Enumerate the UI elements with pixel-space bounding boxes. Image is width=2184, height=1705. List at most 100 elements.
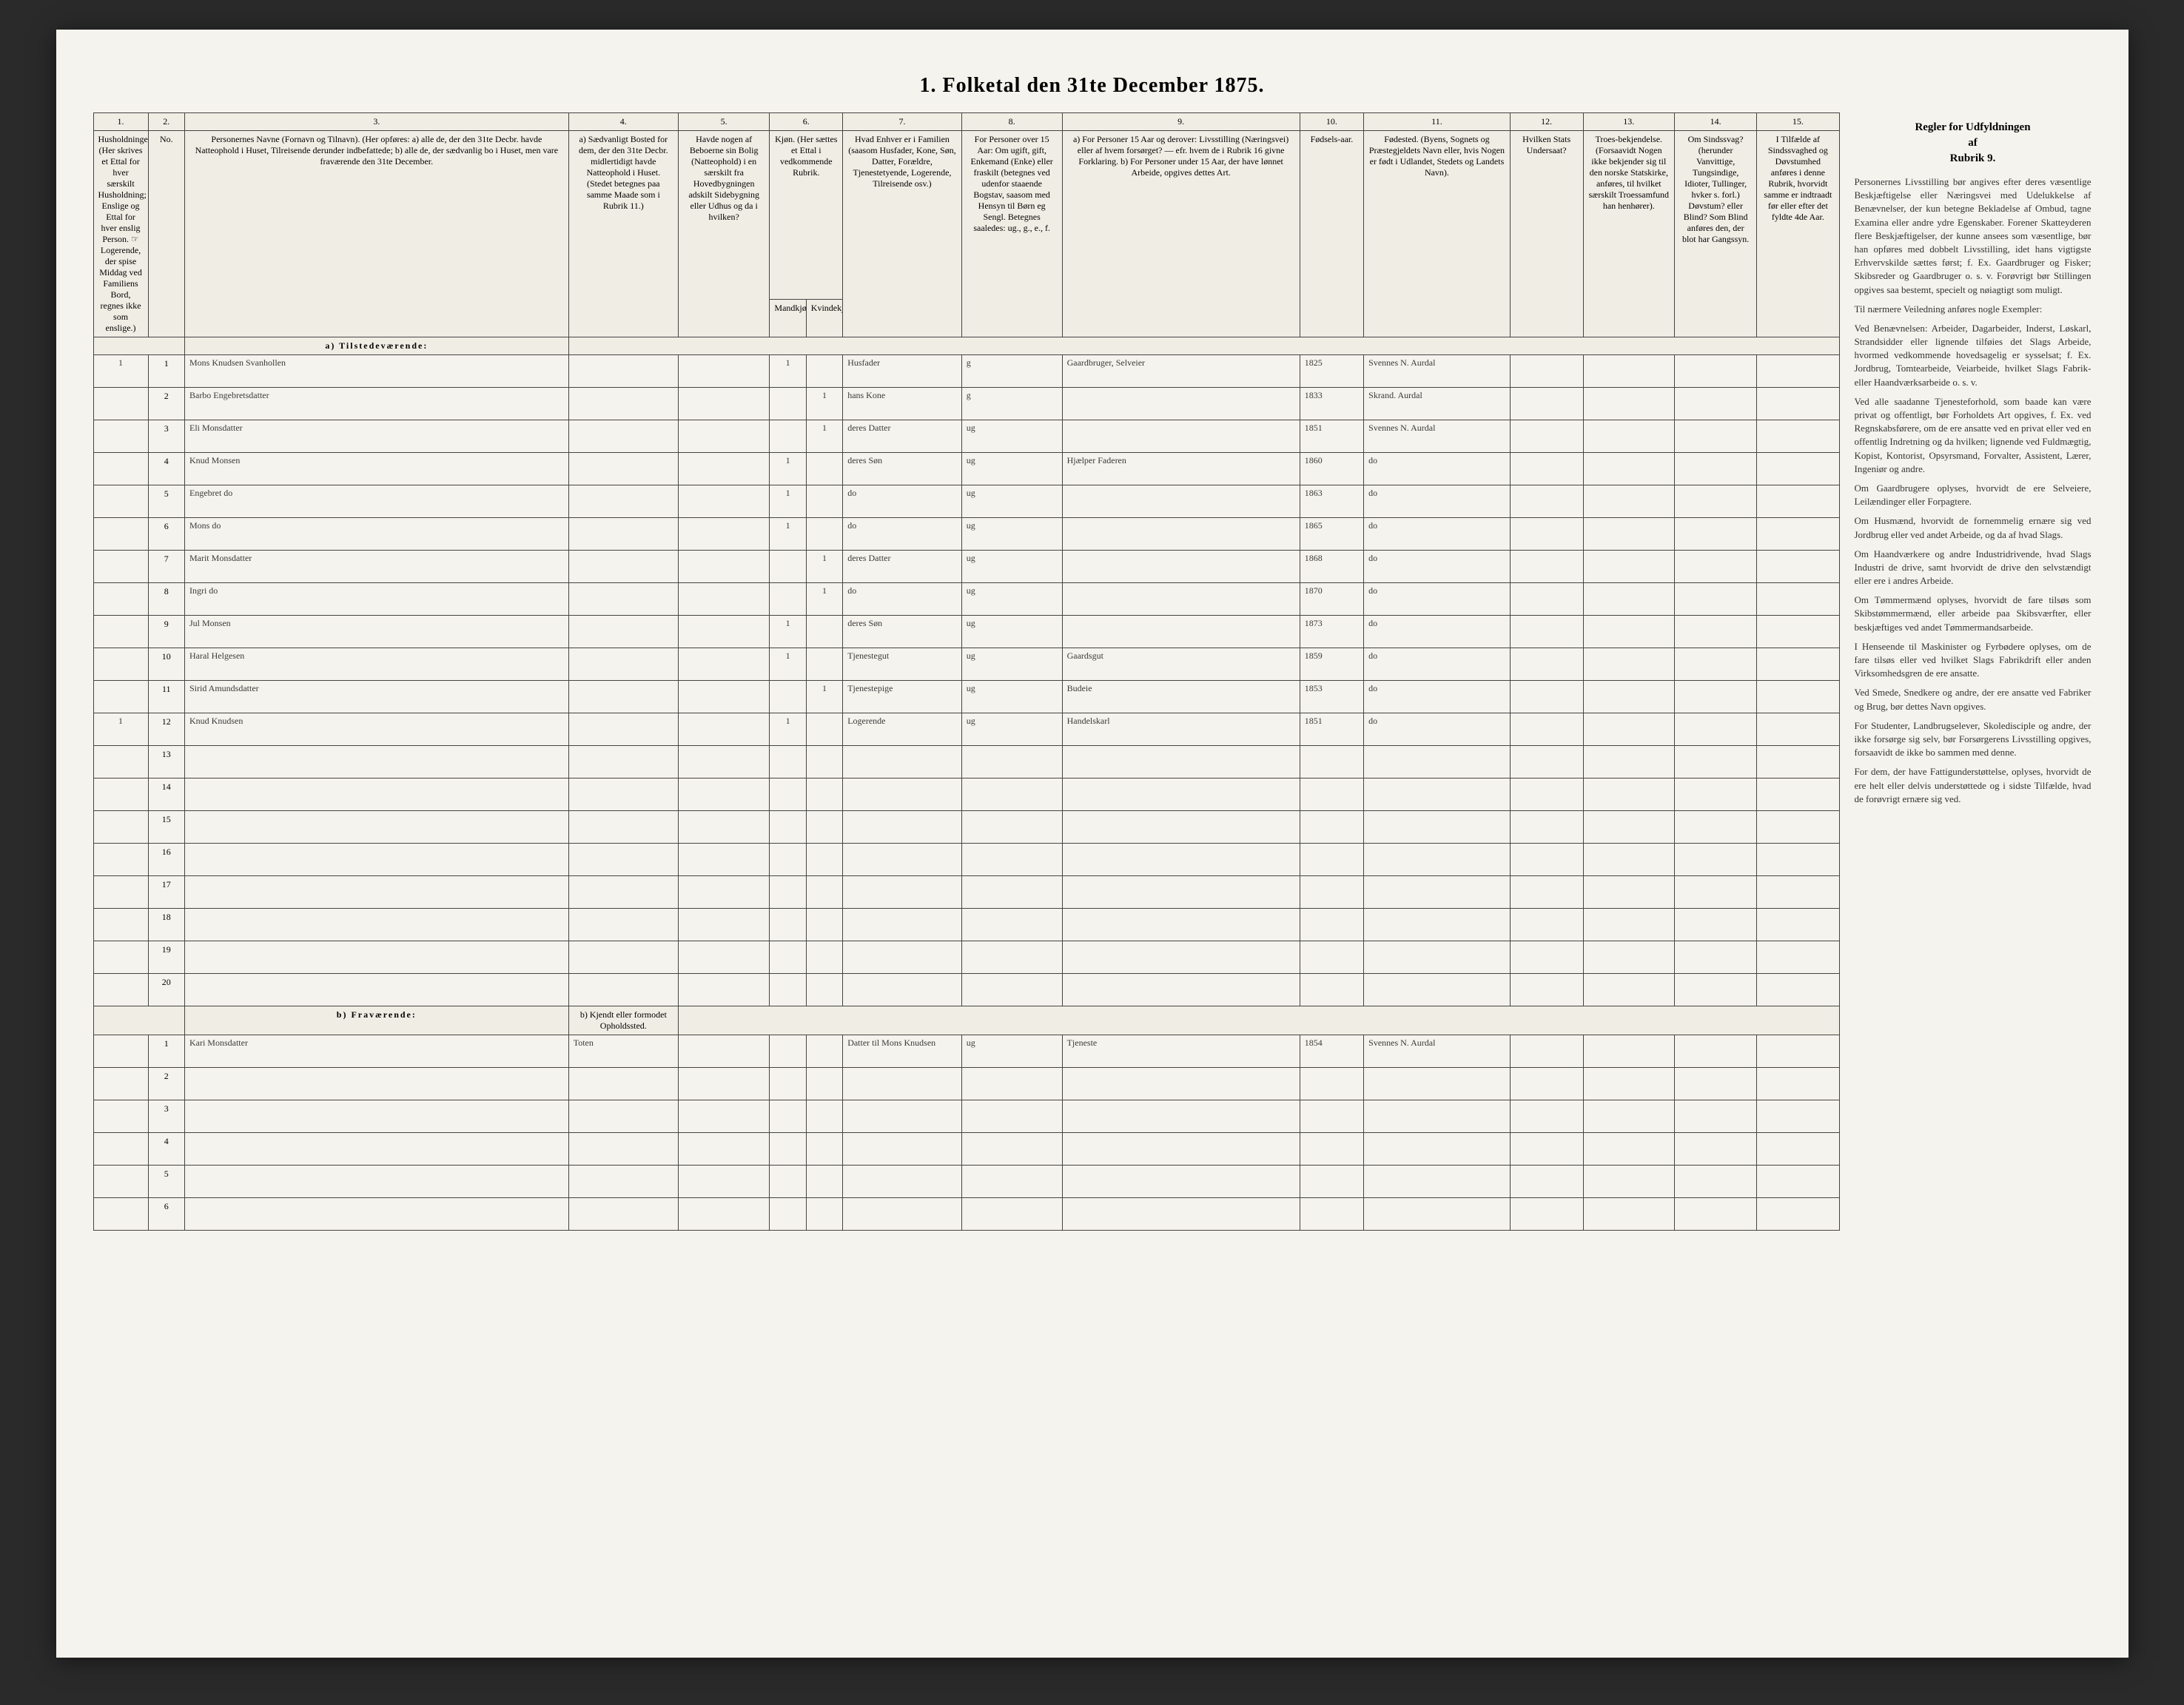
cell-female: 1 xyxy=(806,420,842,453)
cell-civ: ug xyxy=(961,583,1062,616)
colnum-6: 6. xyxy=(770,113,843,131)
cell-female: 1 xyxy=(806,681,842,713)
cell-name: Knud Monsen xyxy=(184,453,568,485)
table-row-empty: 6 xyxy=(93,1198,1839,1231)
hdr-civil: For Personer over 15 Aar: Om ugift, gift… xyxy=(961,131,1062,337)
cell-occ: Budeie xyxy=(1062,681,1300,713)
cell-c12 xyxy=(1510,713,1583,746)
column-number-row: 1. 2. 3. 4. 5. 6. 7. 8. 9. 10. 11. 12. 1… xyxy=(93,113,1839,131)
cell-c13 xyxy=(1583,388,1675,420)
cell-female xyxy=(806,616,842,648)
cell-c13 xyxy=(1583,616,1675,648)
cell-civ: ug xyxy=(961,1035,1062,1068)
cell-birth: do xyxy=(1364,648,1511,681)
cell-c13 xyxy=(1583,681,1675,713)
cell-rel: Tjenestepige xyxy=(843,681,962,713)
present-tbody: a) Tilstedeværende: 11Mons Knudsen Svanh… xyxy=(93,337,1839,1006)
cell-c12 xyxy=(1510,485,1583,518)
cell-c14 xyxy=(1675,616,1757,648)
colnum-13: 13. xyxy=(1583,113,1675,131)
cell-female xyxy=(806,485,842,518)
hdr-names: Personernes Navne (Fornavn og Tilnavn). … xyxy=(184,131,568,337)
cell-name: Eli Monsdatter xyxy=(184,420,568,453)
cell-c12 xyxy=(1510,518,1583,551)
cell-civ: ug xyxy=(961,648,1062,681)
hdr-onset: I Tilfælde af Sindssvaghed og Døvstumhed… xyxy=(1757,131,1839,337)
cell-rel: Datter til Mons Knudsen xyxy=(843,1035,962,1068)
cell-name: Jul Monsen xyxy=(184,616,568,648)
cell-hh: 1 xyxy=(93,713,148,746)
cell-name: Knud Knudsen xyxy=(184,713,568,746)
cell-occ xyxy=(1062,420,1300,453)
cell-c14 xyxy=(1675,518,1757,551)
cell-no: 17 xyxy=(148,876,184,909)
table-row: 8Ingri do1doug1870do xyxy=(93,583,1839,616)
cell-name: Mons Knudsen Svanhollen xyxy=(184,355,568,388)
cell-occ: Gaardsgut xyxy=(1062,648,1300,681)
cell-male xyxy=(770,420,806,453)
colnum-9: 9. xyxy=(1062,113,1300,131)
cell-female xyxy=(806,713,842,746)
cell-no: 14 xyxy=(148,778,184,811)
cell-female xyxy=(806,648,842,681)
colnum-4: 4. xyxy=(568,113,678,131)
cell-male: 1 xyxy=(770,648,806,681)
table-row: 5Engebret do1doug1863do xyxy=(93,485,1839,518)
main-layout: 1. 2. 3. 4. 5. 6. 7. 8. 9. 10. 11. 12. 1… xyxy=(93,112,2091,1231)
cell-no: 4 xyxy=(148,1133,184,1166)
cell-c14 xyxy=(1675,713,1757,746)
table-row: 112Knud Knudsen1LogerendeugHandelskarl18… xyxy=(93,713,1839,746)
sidebar-paragraph: Om Haandværkere og andre Industridrivend… xyxy=(1855,548,2091,588)
cell-male: 1 xyxy=(770,355,806,388)
census-table: 1. 2. 3. 4. 5. 6. 7. 8. 9. 10. 11. 12. 1… xyxy=(93,112,1840,1231)
cell-occ xyxy=(1062,583,1300,616)
sidebar-paragraph: Personernes Livsstilling bør angives eft… xyxy=(1855,175,2091,297)
cell-c14 xyxy=(1675,648,1757,681)
cell-hh xyxy=(93,420,148,453)
cell-c4 xyxy=(568,485,678,518)
sidebar-paragraph: I Henseende til Maskinister og Fyrbødere… xyxy=(1855,640,2091,681)
table-row-empty: 20 xyxy=(93,974,1839,1006)
cell-rel: deres Søn xyxy=(843,616,962,648)
cell-c5 xyxy=(678,453,770,485)
section-present: a) Tilstedeværende: xyxy=(93,337,1839,355)
cell-name: Sirid Amundsdatter xyxy=(184,681,568,713)
cell-c4 xyxy=(568,453,678,485)
cell-hh xyxy=(93,453,148,485)
cell-c12 xyxy=(1510,551,1583,583)
cell-c15 xyxy=(1757,388,1839,420)
cell-c4 xyxy=(568,648,678,681)
cell-c5 xyxy=(678,518,770,551)
hdr-outbuilding: Havde nogen af Beboerne sin Bolig (Natte… xyxy=(678,131,770,337)
cell-c15 xyxy=(1757,355,1839,388)
cell-birth: do xyxy=(1364,518,1511,551)
cell-no: 19 xyxy=(148,941,184,974)
table-row-empty: 14 xyxy=(93,778,1839,811)
cell-c14 xyxy=(1675,551,1757,583)
cell-no: 1 xyxy=(148,355,184,388)
cell-name: Ingri do xyxy=(184,583,568,616)
cell-occ xyxy=(1062,485,1300,518)
table-row-empty: 17 xyxy=(93,876,1839,909)
cell-no: 11 xyxy=(148,681,184,713)
cell-c5 xyxy=(678,551,770,583)
cell-year: 1865 xyxy=(1300,518,1363,551)
hdr-sex: Kjøn. (Her sættes et Ettal i vedkommende… xyxy=(770,131,843,300)
cell-rel: Husfader xyxy=(843,355,962,388)
cell-hh xyxy=(93,616,148,648)
cell-male xyxy=(770,681,806,713)
cell-c13 xyxy=(1583,648,1675,681)
cell-birth: do xyxy=(1364,453,1511,485)
cell-rel: do xyxy=(843,583,962,616)
cell-hh xyxy=(93,388,148,420)
cell-year: 1833 xyxy=(1300,388,1363,420)
hdr-birthyear: Fødsels-aar. xyxy=(1300,131,1363,337)
hdr-no: No. xyxy=(148,131,184,337)
cell-rel: deres Datter xyxy=(843,420,962,453)
cell-birth: Skrand. Aurdal xyxy=(1364,388,1511,420)
cell-name: Haral Helgesen xyxy=(184,648,568,681)
hdr-female: Kvindekjøn. xyxy=(806,300,842,337)
table-row: 11Mons Knudsen Svanhollen1HusfadergGaard… xyxy=(93,355,1839,388)
cell-year: 1860 xyxy=(1300,453,1363,485)
rules-sidebar: Regler for Udfyldningen af Rubrik 9. Per… xyxy=(1855,112,2091,1231)
